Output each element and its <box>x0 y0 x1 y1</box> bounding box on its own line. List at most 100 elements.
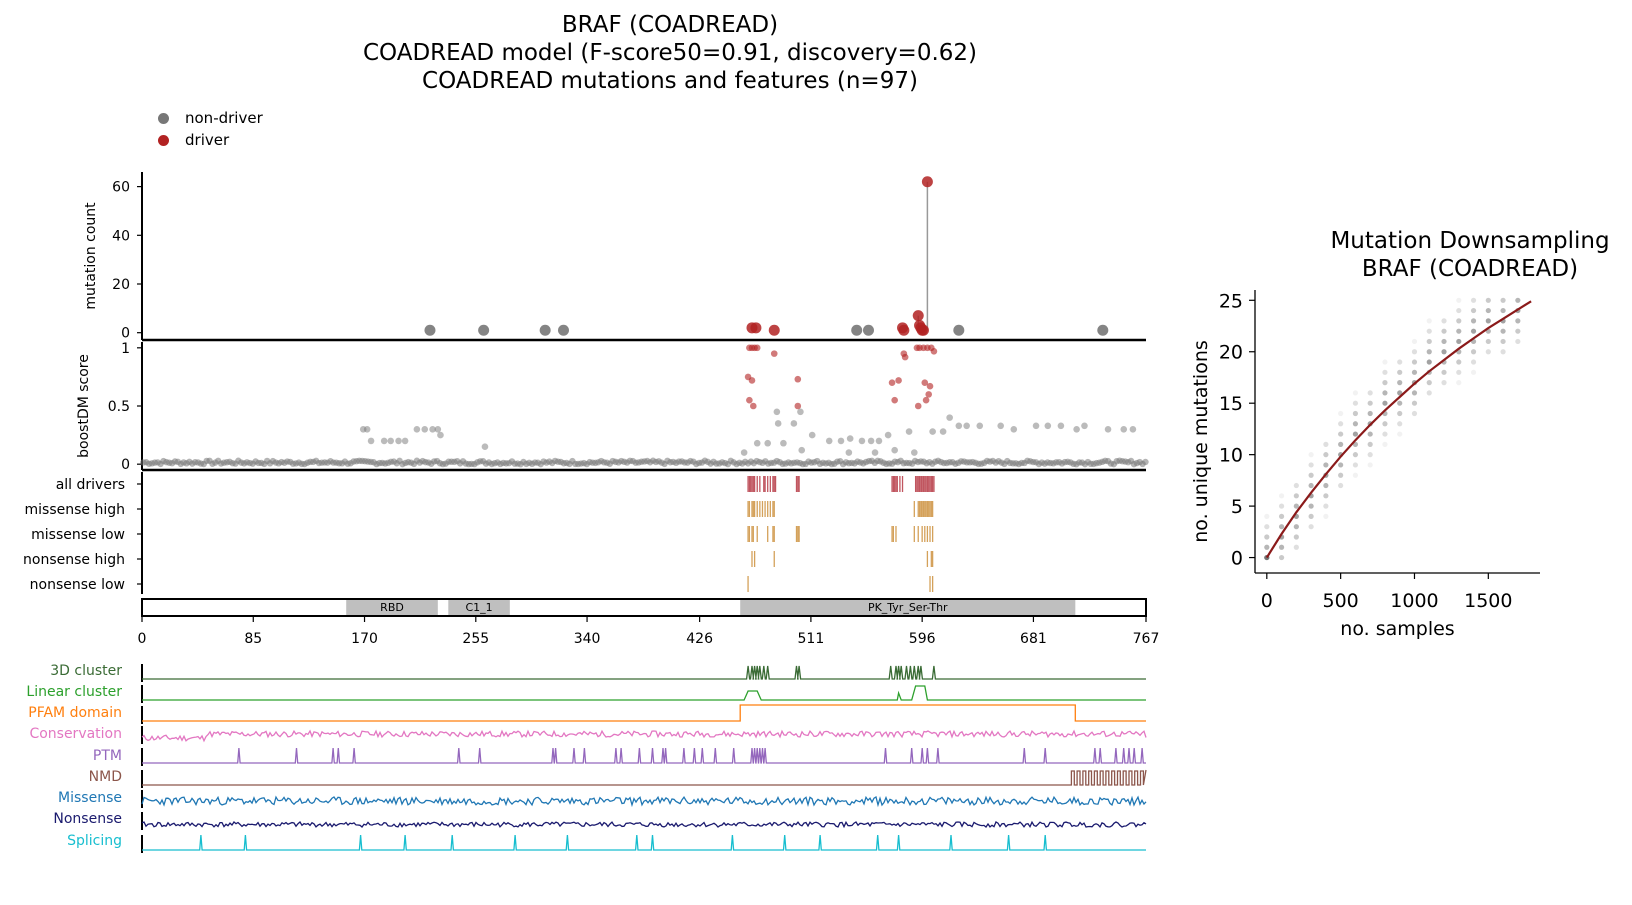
x-tick-label: 767 <box>1133 631 1160 647</box>
downsampling-point <box>1397 401 1402 406</box>
x-tick-label: 170 <box>351 631 378 647</box>
downsampling-point <box>1456 308 1461 313</box>
downsampling-point <box>1309 452 1314 457</box>
downsampling-point <box>1353 421 1358 426</box>
nondriver-point <box>863 325 874 336</box>
downsampling-point <box>1471 298 1476 303</box>
nondriver-point <box>846 449 853 456</box>
x-tick-label: 1000 <box>1390 590 1438 612</box>
chart-canvas: 0204060mutation count00.51boostDM scorea… <box>0 0 1632 905</box>
y-tick-label: 1 <box>121 341 130 357</box>
downsampling-point <box>1309 483 1314 488</box>
nondriver-point <box>946 414 953 421</box>
driver-point <box>754 345 761 352</box>
nondriver-point <box>891 447 898 454</box>
driver-point <box>913 310 924 321</box>
downsampling-point <box>1338 442 1343 447</box>
downsampling-point <box>1500 349 1505 354</box>
downsampling-point <box>1382 380 1387 385</box>
downsampling-point <box>1471 329 1476 334</box>
downsampling-point <box>1264 514 1269 519</box>
downsampling-point <box>1486 349 1491 354</box>
feature-track-label: Conservation <box>29 726 122 742</box>
y-tick-label: 0.5 <box>108 399 130 415</box>
nondriver-point <box>1045 422 1052 429</box>
driver-point <box>795 376 802 383</box>
downsampling-point <box>1382 370 1387 375</box>
downsampling-point <box>1515 329 1520 334</box>
feature-track-label: NMD <box>89 769 122 785</box>
downsampling-point <box>1471 359 1476 364</box>
y-tick-label: 0 <box>121 457 130 473</box>
downsampling-point <box>1471 318 1476 323</box>
downsampling-point <box>1323 462 1328 467</box>
driver-point <box>927 383 934 390</box>
nondriver-point <box>364 426 371 433</box>
x-tick-label: 85 <box>244 631 262 647</box>
y-tick-label: 40 <box>112 228 130 244</box>
downsampling-point <box>1323 442 1328 447</box>
feature-track-label: Linear cluster <box>26 684 122 700</box>
downsampling-point <box>1441 318 1446 323</box>
nondriver-point <box>851 325 862 336</box>
downsampling-point <box>1382 421 1387 426</box>
downsampling-point <box>1353 473 1358 478</box>
domain-label: PK_Tyr_Ser-Thr <box>868 601 948 614</box>
downsampling-point <box>1486 308 1491 313</box>
downsampling-point <box>1441 370 1446 375</box>
downsampling-point <box>1412 359 1417 364</box>
x-tick-label: 0 <box>138 631 147 647</box>
downsampling-point <box>1294 483 1299 488</box>
feature-track-label: Splicing <box>67 833 122 849</box>
downsampling-point <box>1427 339 1432 344</box>
downsampling-point <box>1338 411 1343 416</box>
downsampling-point <box>1294 493 1299 498</box>
downsampling-point <box>1500 298 1505 303</box>
downsampling-point <box>1471 308 1476 313</box>
feature-track-line <box>142 748 1146 763</box>
nondriver-point <box>1058 422 1065 429</box>
nondriver-point <box>754 440 761 447</box>
downsampling-point <box>1279 545 1284 550</box>
feature-track-line <box>142 797 1146 805</box>
downsampling-point <box>1515 318 1520 323</box>
nondriver-point <box>1120 426 1127 433</box>
downsampling-point <box>1279 514 1284 519</box>
downsampling-point <box>1338 431 1343 436</box>
feature-track-label: Missense <box>58 790 122 806</box>
downsampling-point <box>1368 390 1373 395</box>
nondriver-point <box>395 438 402 445</box>
downsampling-point <box>1486 339 1491 344</box>
x-tick-label: 511 <box>798 631 825 647</box>
y-tick-label: 15 <box>1219 393 1243 415</box>
downsampling-point <box>1427 329 1432 334</box>
downsampling-point <box>1427 390 1432 395</box>
downsampling-point <box>1382 442 1387 447</box>
downsampling-point <box>1456 318 1461 323</box>
downsampling-point <box>1338 462 1343 467</box>
downsampling-point <box>1264 545 1269 550</box>
nondriver-point <box>798 447 805 454</box>
downsampling-point <box>1397 370 1402 375</box>
nondriver-point <box>911 449 918 456</box>
nondriver-point <box>558 325 569 336</box>
y-tick-label: 0 <box>121 326 130 342</box>
baseline-point <box>1142 459 1148 465</box>
driver-point <box>891 397 898 404</box>
driver-point <box>750 322 761 333</box>
driver-point <box>898 325 909 336</box>
downsampling-point <box>1441 349 1446 354</box>
downsampling-point <box>1397 359 1402 364</box>
downsampling-point <box>1294 504 1299 509</box>
downsampling-point <box>1382 390 1387 395</box>
track-row-label: nonsense low <box>30 577 125 593</box>
downsampling-point <box>1353 401 1358 406</box>
downsampling-point <box>1368 411 1373 416</box>
nondriver-point <box>435 426 442 433</box>
downsampling-point <box>1368 401 1373 406</box>
downsampling-point <box>1323 504 1328 509</box>
nondriver-point <box>387 438 394 445</box>
feature-track-line <box>142 835 1146 850</box>
downsampling-point <box>1338 483 1343 488</box>
nondriver-point <box>963 422 970 429</box>
